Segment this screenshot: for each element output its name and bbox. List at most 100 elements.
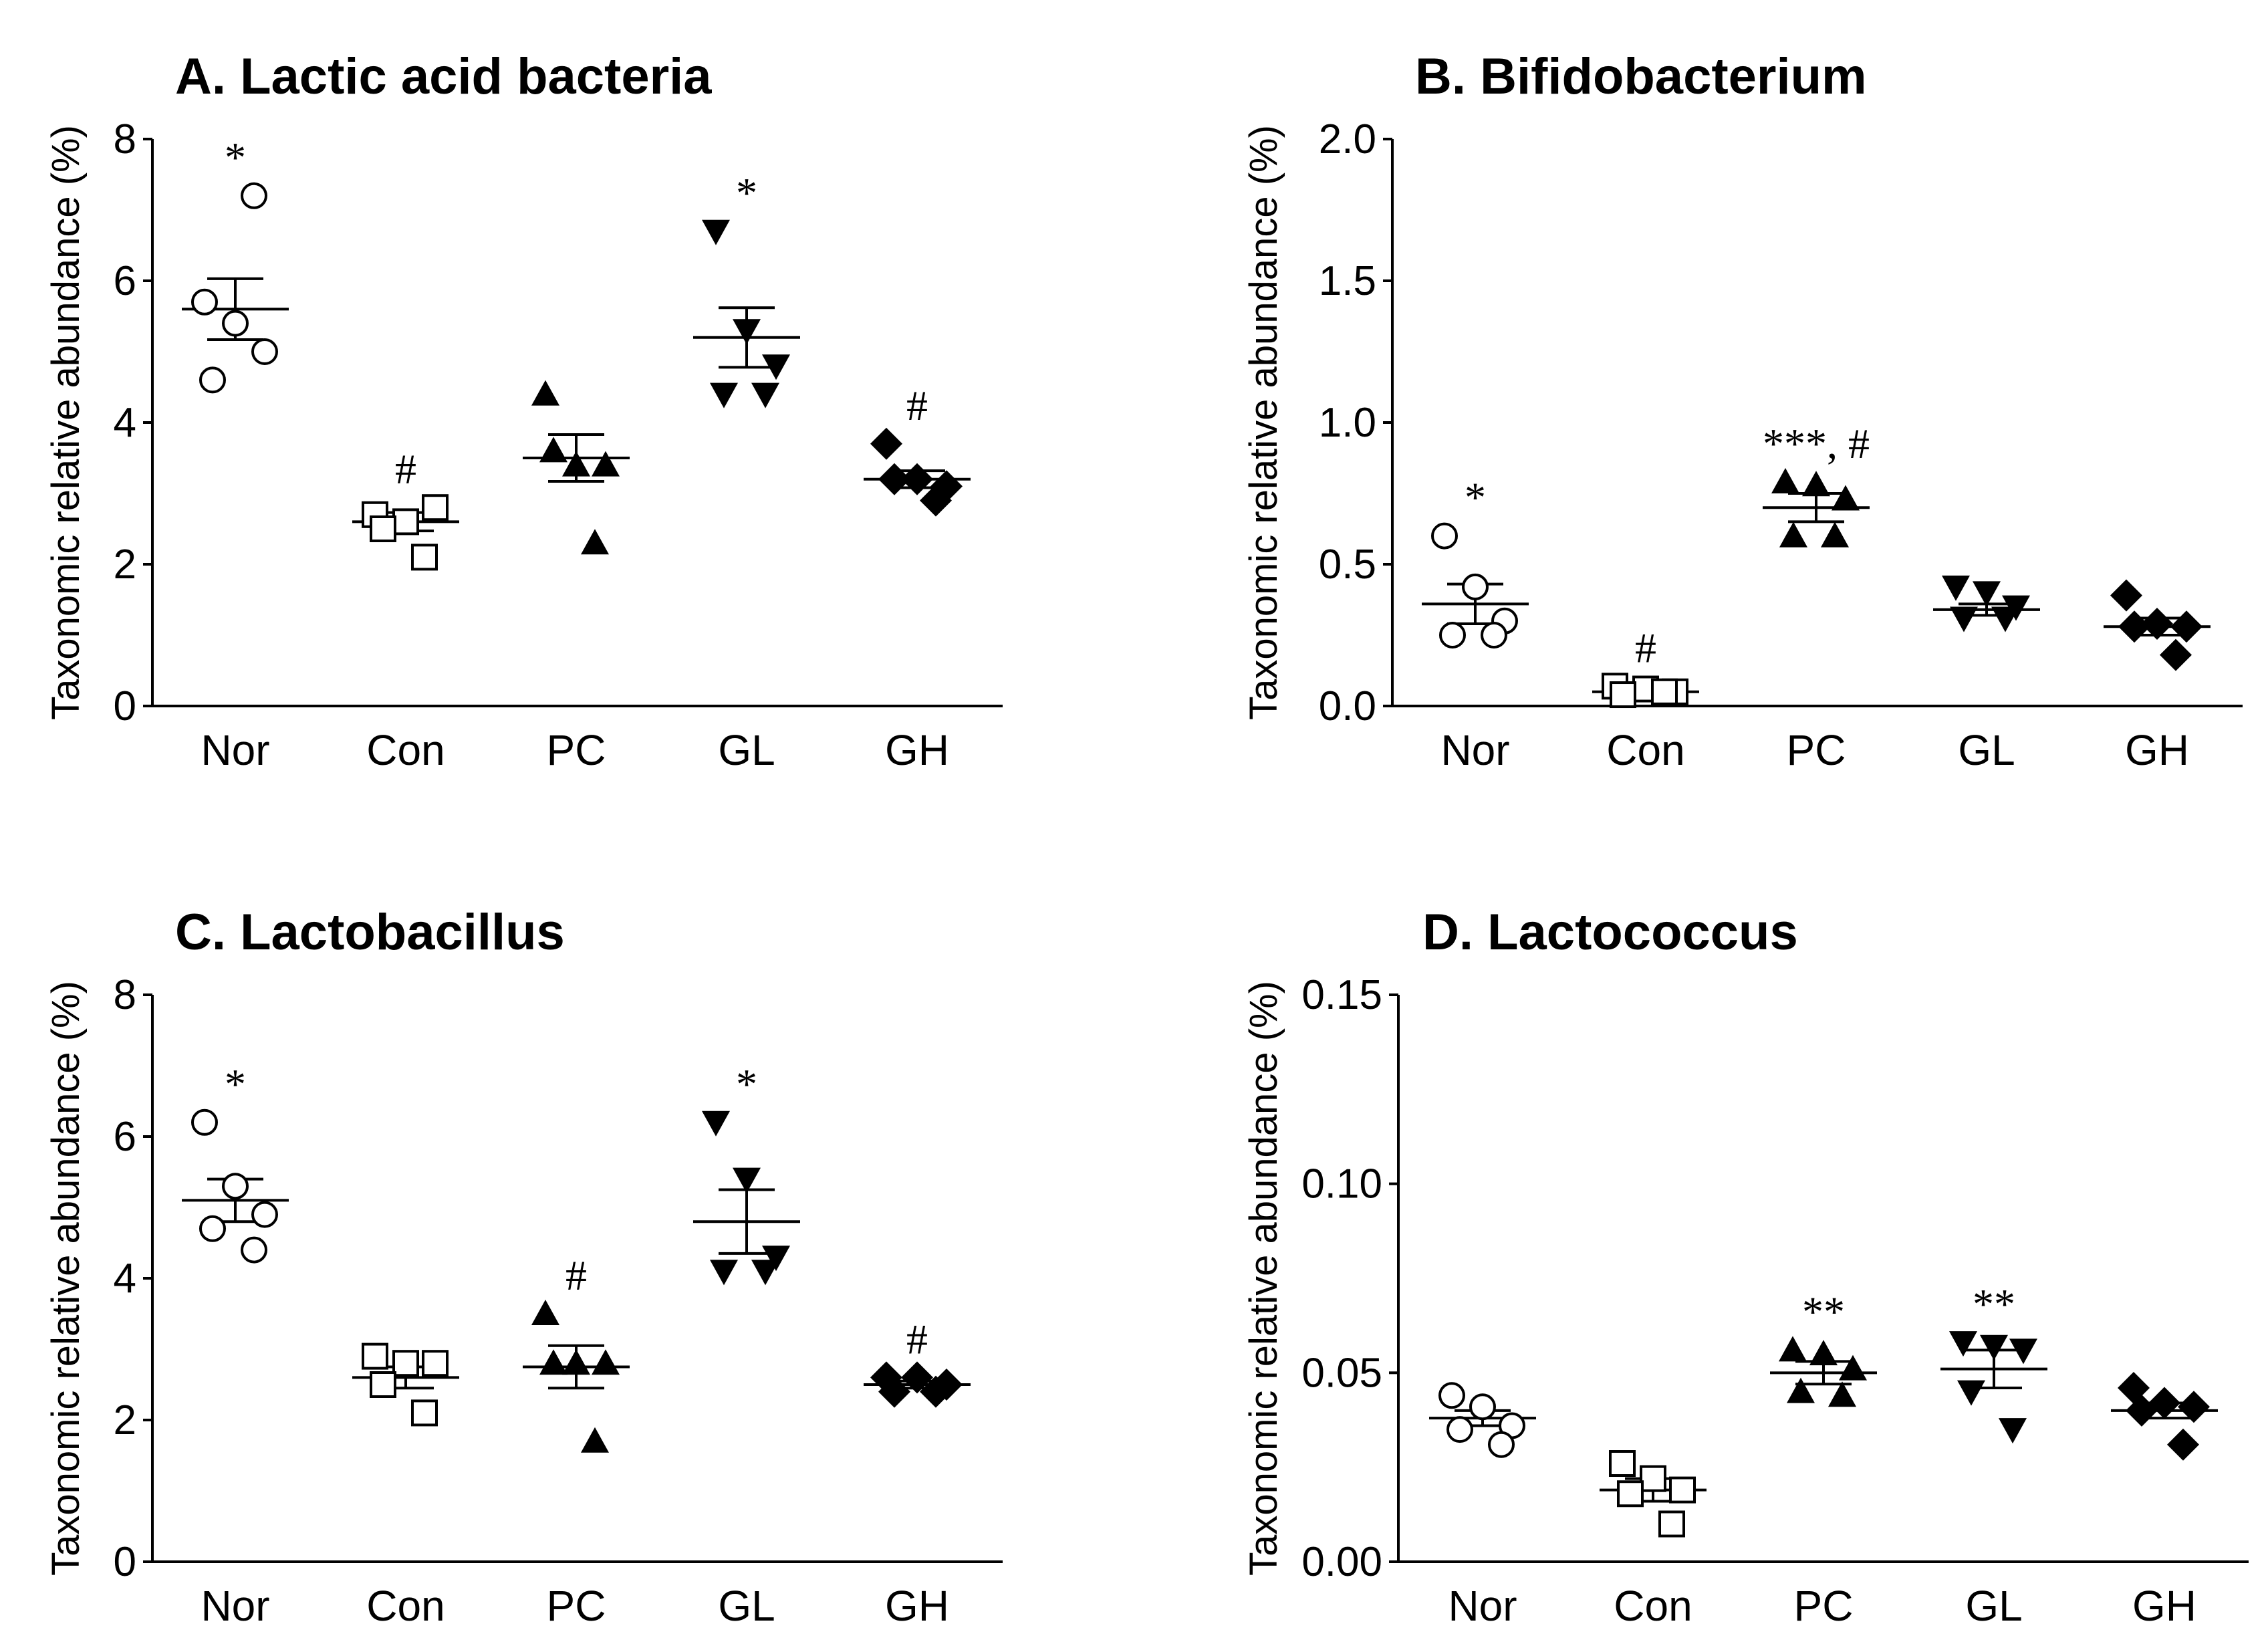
significance-label: * <box>225 134 246 181</box>
data-point <box>733 1167 761 1193</box>
data-point <box>199 1215 226 1242</box>
data-point <box>2170 610 2202 643</box>
data-point <box>710 1260 738 1286</box>
x-tick-label: Con <box>1606 726 1684 774</box>
data-point <box>370 515 396 542</box>
x-tick-label: GL <box>718 726 775 774</box>
data-point <box>2167 1428 2199 1461</box>
y-tick-label: 0.5 <box>1319 542 1376 588</box>
significance-label: * <box>1465 474 1486 521</box>
group-nor: Nor * <box>182 134 289 774</box>
data-point <box>1446 1416 1473 1443</box>
data-point <box>1431 522 1458 550</box>
data-point <box>702 219 730 245</box>
data-point <box>920 484 952 517</box>
group-pc: PC ** <box>1770 1288 1877 1630</box>
data-point <box>1999 1418 2027 1444</box>
x-tick-label: Con <box>366 1582 445 1630</box>
panel-title: A. Lactic acid bacteria <box>175 48 712 105</box>
x-tick-label: PC <box>547 1582 606 1630</box>
data-point <box>1973 581 2001 607</box>
x-tick-label: Nor <box>201 1582 269 1630</box>
group-gh: GH <box>2111 1371 2218 1630</box>
x-tick-label: Nor <box>1440 726 1509 774</box>
y-tick-label: 4 <box>114 400 136 446</box>
group-gl: GL * <box>693 169 800 774</box>
data-point <box>1832 485 1860 511</box>
y-tick-label: 8 <box>114 116 136 162</box>
x-tick-label: Con <box>1614 1582 1692 1630</box>
data-point <box>878 1375 910 1408</box>
data-point <box>199 366 226 394</box>
data-point <box>1828 1381 1856 1407</box>
data-point <box>2178 1391 2210 1423</box>
data-point <box>1771 468 1799 494</box>
data-point <box>251 338 278 365</box>
data-point <box>751 1260 779 1286</box>
data-point <box>1980 1334 2008 1361</box>
data-point <box>581 1427 609 1453</box>
group-pc: PC # <box>523 1252 630 1630</box>
data-point <box>191 288 218 316</box>
y-axis-label: Taxonomic relative abundance (%) <box>1242 125 1285 720</box>
data-point <box>1991 606 2019 632</box>
x-tick-label: GH <box>885 726 949 774</box>
data-point <box>2141 608 2173 640</box>
x-tick-label: GH <box>885 1582 949 1630</box>
group-con: Con # <box>352 445 459 774</box>
data-point <box>539 1349 568 1375</box>
y-tick-label: 0.10 <box>1301 1161 1382 1207</box>
group-pc: PC ***, # <box>1763 420 1870 774</box>
data-point <box>1469 1393 1496 1421</box>
significance-label: ** <box>1973 1280 2015 1328</box>
y-tick-label: 0 <box>114 683 136 729</box>
significance-label: * <box>225 1060 246 1108</box>
data-point <box>1610 681 1636 709</box>
data-point <box>222 1173 249 1200</box>
data-point <box>1809 1340 1838 1366</box>
y-tick-label: 6 <box>114 258 136 304</box>
data-point <box>870 427 902 460</box>
y-tick-label: 0 <box>114 1539 136 1585</box>
y-tick-label: 2 <box>114 542 136 588</box>
y-tick-label: 0.0 <box>1319 683 1376 729</box>
data-point <box>1609 1450 1636 1478</box>
significance-label: # <box>1635 624 1656 671</box>
group-con: Con <box>352 1342 459 1630</box>
data-point <box>2160 638 2192 671</box>
y-axis-label: Taxonomic relative abundance (%) <box>44 981 88 1576</box>
data-point <box>1950 606 1978 632</box>
group-gh: GH # <box>864 382 971 774</box>
data-point <box>920 1375 952 1408</box>
group-gh: GH <box>2104 579 2211 774</box>
data-point <box>762 354 790 380</box>
significance-label: ***, # <box>1763 420 1870 467</box>
data-point <box>241 1236 267 1264</box>
group-pc: PC <box>523 380 630 774</box>
data-point <box>411 544 438 571</box>
data-point <box>1669 1476 1696 1504</box>
y-tick-label: 1.0 <box>1319 400 1376 446</box>
data-point <box>1942 575 1970 601</box>
data-point <box>901 1361 933 1394</box>
panel-2: B. Bifidobacterium Taxonomic relative abu… <box>1242 48 2243 774</box>
data-point <box>710 382 738 408</box>
data-point <box>1957 1380 1985 1406</box>
x-tick-label: Nor <box>201 726 269 774</box>
data-point <box>1779 521 1807 548</box>
x-tick-label: GL <box>1958 726 2015 774</box>
y-tick-label: 4 <box>114 1256 136 1302</box>
group-nor: Nor <box>1429 1382 1536 1630</box>
data-point <box>539 437 568 463</box>
significance-label: * <box>736 1060 757 1108</box>
panel-title: C. Lactobacillus <box>175 904 565 961</box>
data-point <box>2118 610 2150 643</box>
data-point <box>1802 471 1830 497</box>
group-nor: Nor * <box>1422 474 1529 774</box>
x-tick-label: PC <box>1787 726 1846 774</box>
panel-title: B. Bifidobacterium <box>1415 48 1867 105</box>
data-point <box>422 494 449 521</box>
data-point <box>1462 573 1489 600</box>
significance-label: # <box>395 445 416 493</box>
